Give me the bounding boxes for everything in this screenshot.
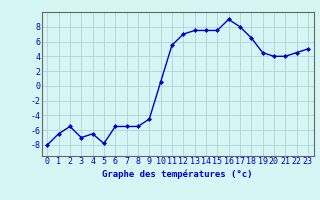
X-axis label: Graphe des températures (°c): Graphe des températures (°c) <box>102 169 253 179</box>
